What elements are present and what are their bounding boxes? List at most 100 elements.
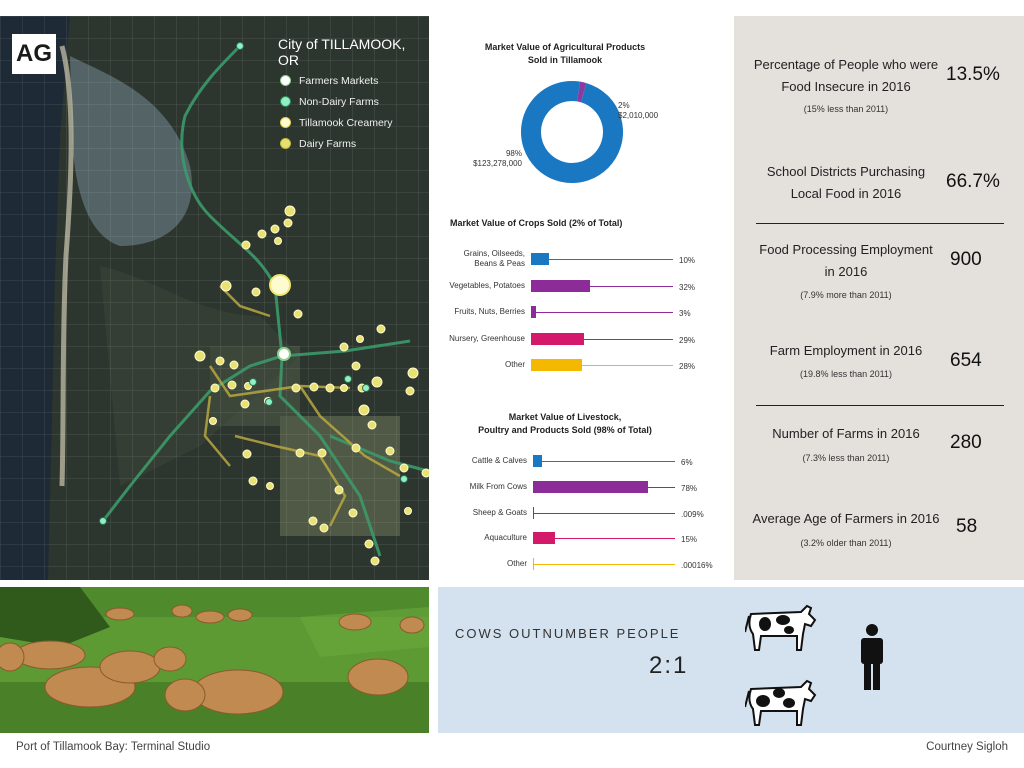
stat-sub-number-of-farms: (7.3% less than 2011) [802,453,890,463]
bar-category-label: Milk From Cows [469,481,527,491]
cow-icon [745,679,817,726]
cow-icon [745,604,817,651]
donut-small-percent: 2% [618,101,630,110]
footer-right: Courtney Sigloh [926,741,1008,753]
bar-value-label: 15% [681,535,698,545]
bar-track-line [531,365,673,366]
bar [533,558,534,571]
bar [533,532,556,545]
stat-value-average-age: 58 [956,516,978,537]
cows-ratio: 2:1 [649,652,689,679]
person-icon [861,624,883,690]
legend-label: Tillamook Creamery [299,116,393,129]
stat-value-food-insecure: 13.5% [946,64,1000,85]
stat-value-food-processing: 900 [950,249,982,270]
satellite-map [0,16,429,580]
bar-value-label: .00016% [681,561,713,571]
stats-panel: Percentage of People who were Food Insec… [734,16,1024,580]
bar-category-label: Aquaculture [484,533,527,543]
bar-track-line [533,512,675,514]
donut-small-amount: $2,010,000 [618,111,659,120]
bar [531,332,585,345]
bar-category-label: Vegetables, Potatoes [449,280,525,290]
bar-category-label: Cattle & Calves [471,456,527,465]
stat-sub-average-age: (3.2% older than 2011) [800,538,892,548]
tillamook-creamery-point [269,274,291,296]
bar [531,279,590,292]
stat-value-number-of-farms: 280 [950,432,982,453]
bar-value-label: 10% [679,256,696,265]
stat-sub-food-processing: (7.9% more than 2011) [800,290,892,300]
stat-value-school-districts: 66.7% [946,171,1000,192]
map-title: City of TILLAMOOK, OR [278,36,406,68]
bar-category-label: Nursery, Greenhouse [449,333,525,343]
bar-track-line [531,312,673,313]
legend-item-non-dairy-farms: Non-Dairy Farms [280,91,393,112]
footer-left: Port of Tillamook Bay: Terminal Studio [16,741,211,753]
legend-label: Non-Dairy Farms [299,95,379,108]
donut-label-large: 98% $123,278,000 [470,149,522,169]
cows-pasture-image [0,587,429,733]
bar [531,306,537,318]
bar-value-label: 28% [679,362,696,371]
stats-divider [756,405,1004,406]
cows-photo [0,587,429,733]
donut-chart [521,81,623,183]
bar-value-label: 6% [681,458,693,467]
bar-track-line [531,338,673,340]
stat-label-food-insecure: Percentage of People who were Food Insec… [753,57,939,94]
bar-track-line [533,538,675,540]
bar-category-label: Fruits, Nuts, Berries [454,307,525,316]
bar-category-label: Grains, Oilseeds, Beans & Peas [463,249,525,268]
bar-category-label: Other [504,360,525,369]
bar [531,359,583,371]
livestock-chart-title: Market Value of Livestock, Poultry and P… [478,412,652,435]
donut-chart-title: Market Value of Agricultural Products So… [484,42,646,65]
stat-label-farm-employment: Farm Employment in 2016 [769,343,923,358]
cows-heading: COWS OUTNUMBER PEOPLE [455,626,681,641]
ag-logo: AG [12,34,56,74]
bar-value-label: 3% [679,309,691,318]
map-panel: AG City of TILLAMOOK, OR Farmers Markets… [0,16,429,580]
bar-value-label: 32% [679,282,696,292]
bar-value-label: .009% [681,509,704,519]
bar-track-line [533,461,675,462]
bar [533,455,542,467]
bar-value-label: 29% [679,335,696,345]
bar-category-label: Other [506,559,527,569]
legend-item-tillamook-creamery: Tillamook Creamery [280,112,393,133]
bar-track-line [533,564,675,566]
donut-slice [521,81,623,183]
circle-icon [280,96,291,107]
bar-category-label: Sheep & Goats [472,507,527,517]
stat-sub-food-insecure: (15% less than 2011) [803,104,889,114]
dairy-farm-points [194,205,429,566]
crops-chart-title: Market Value of Crops Sold (2% of Total) [450,218,623,228]
circle-icon [280,117,291,128]
donut-large-percent: 98% [505,149,522,158]
stat-sub-farm-employment: (19.8% less than 2011) [800,369,892,379]
bar [533,480,648,493]
circle-icon [280,75,291,86]
bar [531,253,550,265]
stat-label-food-processing: Food Processing Employment in 2016 [759,242,933,279]
stat-label-number-of-farms: Number of Farms in 2016 [772,426,920,441]
legend-item-farmers-markets: Farmers Markets [280,70,393,91]
stat-label-average-age: Average Age of Farmers in 2016 [752,511,940,526]
bar-track-line [531,259,673,260]
donut-large-amount: $123,278,000 [473,159,522,168]
stat-value-farm-employment: 654 [950,350,982,371]
legend-item-dairy-farms: Dairy Farms [280,133,393,154]
cows-outnumber-panel: COWS OUTNUMBER PEOPLE 2:1 [438,587,1024,733]
donut-slice [576,81,587,103]
bar-track-line [531,285,673,287]
stats-divider [756,223,1004,224]
non-dairy-farm-points [99,42,408,525]
legend-label: Dairy Farms [299,137,357,150]
bar [533,506,534,519]
donut-label-small: 2% $2,010,000 [618,101,658,121]
farmers-market-point [277,347,291,361]
map-legend: Farmers Markets Non-Dairy Farms Tillamoo… [280,70,393,154]
circle-icon [280,138,291,149]
bar-value-label: 78% [681,483,698,493]
